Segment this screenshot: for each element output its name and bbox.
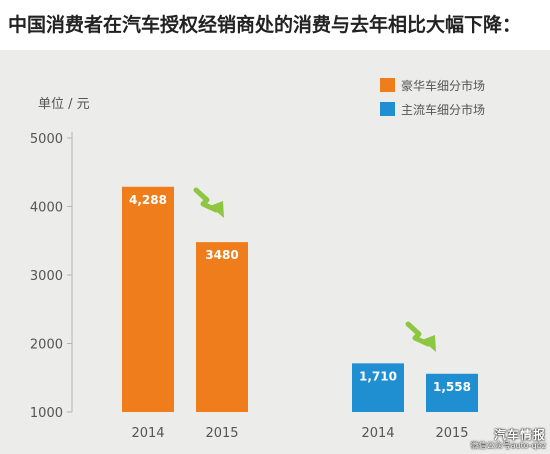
y-axis: 1000 2000 3000 4000 5000 xyxy=(30,132,73,421)
bars-group: 4,288 2014 3480 2015 1,710 2014 1,558 2015 xyxy=(122,186,478,441)
x-tick-label: 2014 xyxy=(361,426,394,441)
trend-arrow-head xyxy=(210,201,224,218)
bar-value-label: 1,558 xyxy=(433,380,471,394)
x-tick-label: 2014 xyxy=(131,426,164,441)
bar xyxy=(122,186,174,412)
y-tick-label: 2000 xyxy=(30,338,63,353)
chart-title: 中国消费者在汽车授权经销商处的消费与去年相比大幅下降： xyxy=(8,14,522,36)
legend-label: 豪华车细分市场 xyxy=(401,78,485,93)
y-axis-unit-label: 单位 / 元 xyxy=(38,97,90,112)
legend-swatch xyxy=(380,78,395,92)
watermark: 汽车情报 微信公众号auto-qbz xyxy=(471,429,546,450)
y-tick-label: 1000 xyxy=(30,406,63,421)
title-bar: 中国消费者在汽车授权经销商处的消费与去年相比大幅下降： xyxy=(0,0,550,50)
bar-value-label: 1,710 xyxy=(359,369,397,383)
trend-arrow-down-icon xyxy=(405,321,436,352)
trend-arrows xyxy=(193,187,436,352)
y-tick-label: 4000 xyxy=(30,201,63,216)
trend-arrow-down-icon xyxy=(193,187,224,218)
legend-label: 主流车细分市场 xyxy=(401,102,485,117)
trend-arrow-head xyxy=(422,335,436,352)
trend-arrow-stroke xyxy=(193,187,219,213)
bar-value-label: 4,288 xyxy=(129,193,167,207)
bar xyxy=(426,373,478,412)
watermark-title: 汽车情报 xyxy=(493,428,546,443)
legend-swatch xyxy=(380,102,395,116)
bar xyxy=(352,363,404,412)
x-tick-label: 2015 xyxy=(435,426,468,441)
bar-value-label: 3480 xyxy=(205,248,238,262)
y-tick-label: 5000 xyxy=(30,132,63,147)
bar xyxy=(196,242,248,412)
watermark-subtitle: 微信公众号auto-qbz xyxy=(470,440,546,450)
y-tick-label: 3000 xyxy=(30,269,63,284)
trend-arrow-stroke xyxy=(405,321,431,347)
x-tick-label: 2015 xyxy=(205,426,238,441)
